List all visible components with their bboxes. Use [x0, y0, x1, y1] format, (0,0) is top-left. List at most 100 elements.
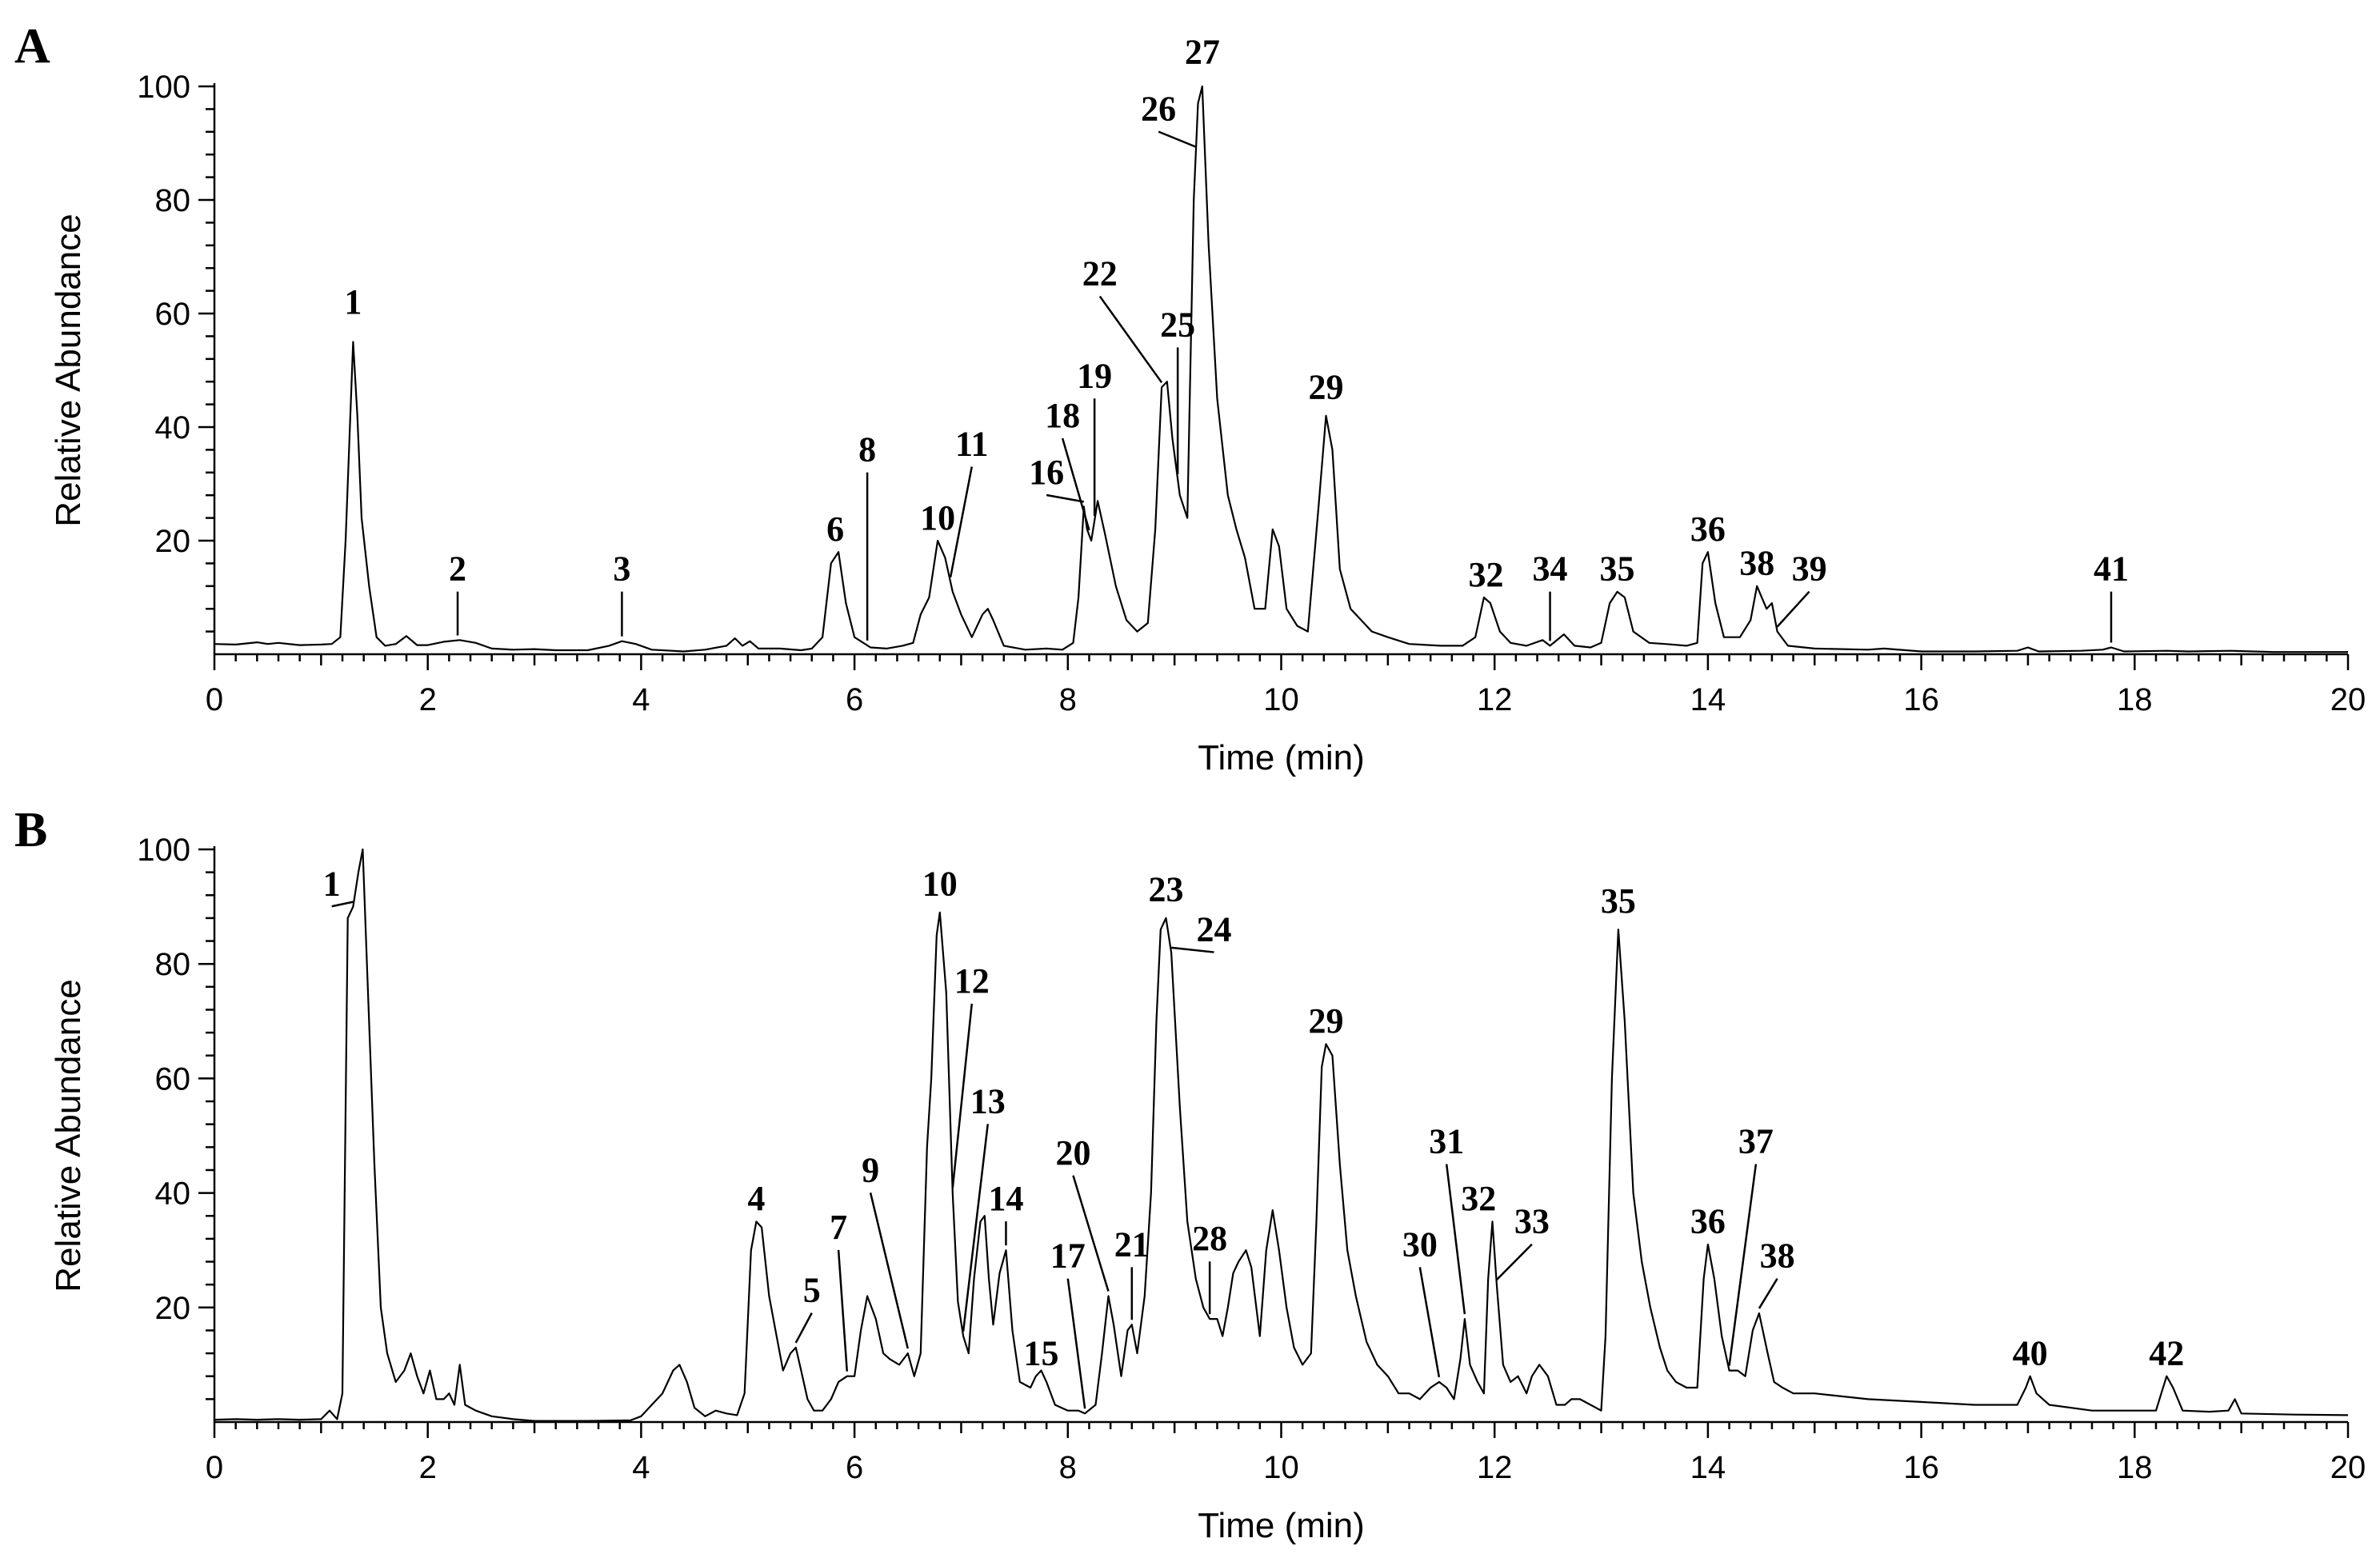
- peak-label-33: 33: [1514, 1202, 1550, 1241]
- y-tick-label: 20: [155, 524, 191, 559]
- y-tick-label: 100: [137, 70, 190, 105]
- x-tick-label: 0: [206, 682, 223, 717]
- chromatogram-trace-A: [214, 85, 2348, 653]
- peak-leader-33: [1495, 1243, 1533, 1281]
- x-tick-label: 16: [1903, 1450, 1939, 1485]
- peak-label-12: 12: [954, 961, 990, 1001]
- peak-label-6: 6: [826, 509, 844, 549]
- peak-label-26: 26: [1141, 90, 1176, 129]
- x-tick-label: 8: [1059, 682, 1077, 717]
- peak-label-32: 32: [1469, 555, 1504, 594]
- peak-label-24: 24: [1196, 910, 1231, 949]
- peak-label-34: 34: [1533, 549, 1568, 589]
- peak-label-32: 32: [1461, 1179, 1496, 1218]
- peak-leader-16: [1046, 493, 1085, 503]
- peak-label-35: 35: [1601, 881, 1636, 921]
- peak-label-41: 41: [2094, 549, 2129, 589]
- peak-leader-11: [949, 466, 974, 577]
- x-tick-label: 10: [1263, 682, 1299, 717]
- peak-leader-5: [794, 1312, 813, 1344]
- peak-label-29: 29: [1309, 1001, 1344, 1041]
- peak-label-7: 7: [830, 1208, 847, 1247]
- peak-label-20: 20: [1055, 1133, 1090, 1172]
- x-tick-label: 12: [1477, 1450, 1513, 1485]
- peak-label-8: 8: [858, 430, 876, 469]
- peak-label-40: 40: [2013, 1333, 2048, 1372]
- y-tick-label: 40: [155, 410, 191, 445]
- panel-letter-A: A: [14, 19, 50, 74]
- peak-label-17: 17: [1050, 1236, 1086, 1276]
- x-axis-title: Time (min): [1198, 1506, 1365, 1545]
- peak-label-1: 1: [344, 282, 362, 322]
- peak-label-25: 25: [1160, 305, 1195, 344]
- chromatogram-trace-B: [214, 848, 2349, 1422]
- peak-label-22: 22: [1082, 254, 1118, 294]
- x-tick-label: 20: [2330, 1450, 2366, 1485]
- peak-label-38: 38: [1760, 1236, 1795, 1276]
- x-tick-label: 14: [1690, 1450, 1726, 1485]
- x-tick-label: 12: [1477, 682, 1513, 717]
- panel-letter-B: B: [14, 803, 47, 857]
- peak-label-23: 23: [1148, 869, 1183, 909]
- x-tick-label: 16: [1903, 682, 1939, 717]
- peak-leader-13: [962, 1124, 990, 1332]
- y-tick-label: 60: [155, 1061, 191, 1097]
- peak-leader-37: [1728, 1164, 1758, 1366]
- x-tick-label: 4: [632, 1450, 650, 1485]
- peak-leader-38: [1758, 1278, 1778, 1309]
- peak-label-27: 27: [1185, 33, 1220, 72]
- x-tick-label: 6: [846, 1450, 863, 1485]
- peak-label-28: 28: [1192, 1219, 1227, 1258]
- x-tick-label: 18: [2117, 1450, 2153, 1485]
- y-tick-label: 40: [155, 1176, 191, 1212]
- peak-label-21: 21: [1114, 1224, 1150, 1264]
- peak-label-36: 36: [1690, 509, 1726, 549]
- x-tick-label: 2: [419, 682, 437, 717]
- peak-label-3: 3: [613, 549, 630, 589]
- x-tick-label: 18: [2117, 682, 2153, 717]
- peak-label-16: 16: [1029, 453, 1064, 492]
- peak-label-9: 9: [862, 1150, 879, 1189]
- y-tick-label: 80: [155, 947, 191, 982]
- peak-leader-31: [1445, 1164, 1466, 1315]
- peak-leader-17: [1066, 1278, 1086, 1409]
- peak-leader-7: [837, 1249, 849, 1372]
- peak-label-15: 15: [1023, 1333, 1058, 1372]
- x-tick-label: 20: [2330, 682, 2366, 717]
- y-tick-label: 80: [155, 183, 191, 218]
- peak-label-1: 1: [323, 864, 341, 903]
- peak-leader-9: [869, 1192, 909, 1349]
- peak-label-2: 2: [449, 549, 466, 589]
- y-tick-label: 20: [155, 1291, 191, 1326]
- peak-label-5: 5: [803, 1271, 821, 1310]
- x-axis-title: Time (min): [1198, 738, 1365, 777]
- peak-label-42: 42: [2149, 1333, 2184, 1372]
- y-tick-label: 100: [137, 833, 190, 868]
- peak-label-37: 37: [1738, 1121, 1774, 1161]
- peak-label-35: 35: [1600, 549, 1635, 589]
- peak-label-36: 36: [1690, 1202, 1726, 1241]
- peak-leader-24: [1171, 946, 1214, 953]
- x-tick-label: 4: [632, 682, 650, 717]
- peak-label-4: 4: [747, 1179, 765, 1218]
- peak-leader-22: [1098, 295, 1163, 384]
- x-tick-label: 14: [1690, 682, 1726, 717]
- x-tick-label: 6: [846, 682, 863, 717]
- x-tick-label: 10: [1263, 1450, 1299, 1485]
- peak-label-19: 19: [1077, 356, 1112, 395]
- x-tick-label: 0: [206, 1450, 223, 1485]
- peak-leader-20: [1072, 1175, 1110, 1292]
- peak-label-11: 11: [955, 425, 989, 464]
- peak-label-39: 39: [1792, 549, 1827, 589]
- y-axis-title: Relative Abundance: [49, 979, 88, 1292]
- peak-label-29: 29: [1309, 368, 1344, 407]
- peak-leader-1: [331, 901, 354, 908]
- peak-leader-26: [1158, 130, 1197, 148]
- x-tick-label: 8: [1059, 1450, 1077, 1485]
- peak-label-30: 30: [1402, 1224, 1438, 1264]
- peak-label-31: 31: [1429, 1121, 1464, 1161]
- peak-label-18: 18: [1045, 396, 1080, 435]
